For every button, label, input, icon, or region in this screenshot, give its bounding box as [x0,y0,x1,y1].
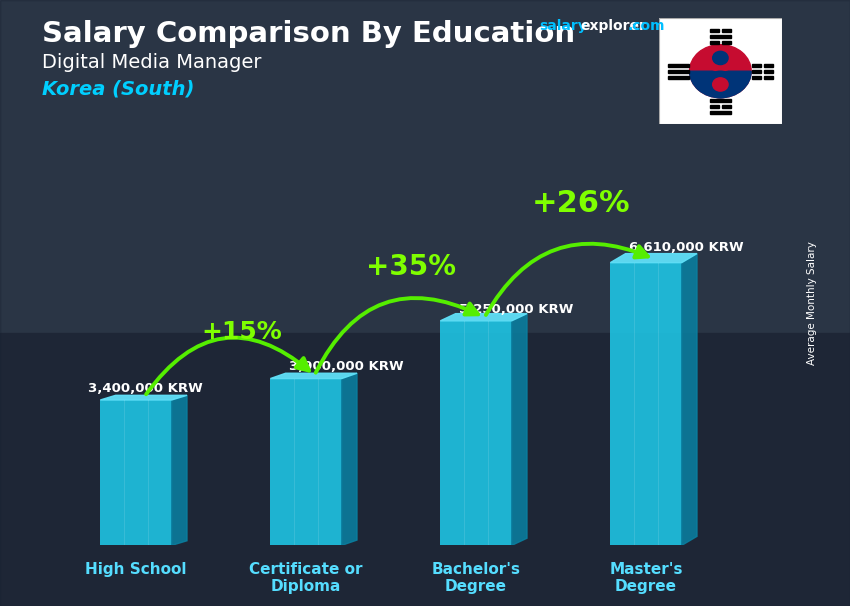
Bar [0,0,850,333]
Polygon shape [512,314,527,545]
Polygon shape [270,373,357,379]
Bar [710,35,731,38]
Bar [751,70,761,73]
Text: explorer: explorer [581,19,647,33]
Bar [751,64,761,67]
Bar [722,105,731,108]
Bar [722,29,731,32]
Bar [710,29,719,32]
Circle shape [712,52,728,65]
Circle shape [705,71,736,98]
Text: Average Monthly Salary: Average Monthly Salary [807,241,817,365]
Polygon shape [100,395,187,400]
Text: 6,610,000 KRW: 6,610,000 KRW [629,241,744,254]
Bar [440,321,512,545]
Text: .com: .com [627,19,665,33]
Text: 5,250,000 KRW: 5,250,000 KRW [459,302,574,316]
Circle shape [689,45,751,98]
Bar [764,64,773,67]
Circle shape [705,45,736,72]
Bar [668,64,689,67]
Polygon shape [440,314,527,321]
Text: +26%: +26% [532,188,631,218]
Text: +35%: +35% [366,253,456,281]
Text: +15%: +15% [201,319,281,344]
Bar [751,76,761,79]
Polygon shape [342,373,357,545]
Circle shape [712,78,728,91]
Text: 3,400,000 KRW: 3,400,000 KRW [88,382,203,395]
Text: Salary Comparison By Education: Salary Comparison By Education [42,20,575,48]
Bar [764,70,773,73]
Bar [722,41,731,44]
Bar [710,41,719,44]
Bar [710,99,731,102]
Bar [710,105,719,108]
Bar [710,110,731,113]
Bar [610,262,682,545]
Bar [0,333,850,606]
Polygon shape [172,395,187,545]
Text: Digital Media Manager: Digital Media Manager [42,53,262,72]
Bar [270,379,342,545]
Wedge shape [689,72,751,98]
Text: 3,900,000 KRW: 3,900,000 KRW [289,361,404,373]
Text: Korea (South): Korea (South) [42,80,195,99]
Bar [764,76,773,79]
Bar [668,76,689,79]
Text: salary: salary [540,19,587,33]
Polygon shape [682,253,697,545]
Polygon shape [610,253,697,262]
Bar [100,400,172,545]
Bar [668,70,689,73]
